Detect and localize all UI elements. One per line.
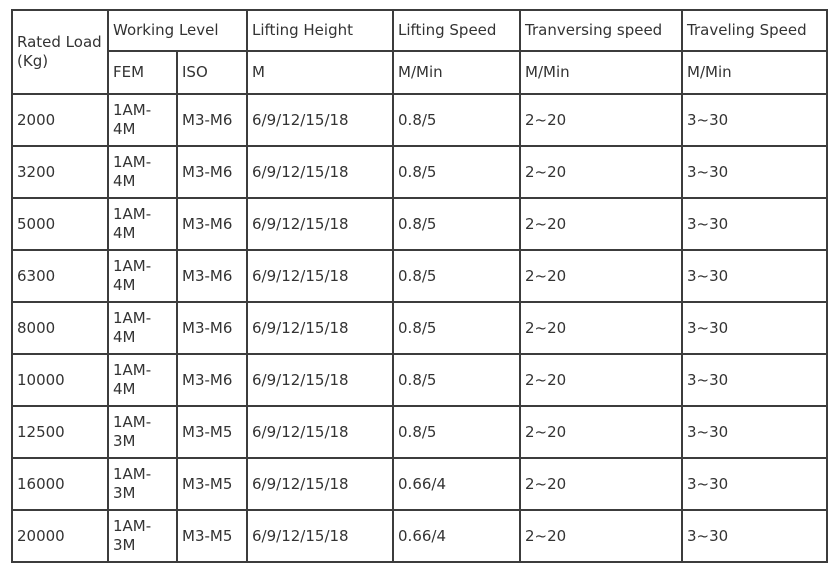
cell-lifting-speed: 0.66/4 [392,457,522,511]
cell-rated-load: 6300 [11,249,109,303]
header-traveling-speed: Traveling Speed [681,9,829,52]
cell-fem: 1AM-4M [107,249,178,303]
cell-lifting-height: 6/9/12/15/18 [246,457,395,511]
cell-tranversing-speed: 2~20 [519,145,684,199]
cell-tranversing-speed: 2~20 [519,93,684,147]
cell-lifting-speed: 0.8/5 [392,405,522,459]
cell-lifting-speed: 0.66/4 [392,509,522,563]
specs-table: Rated Load (Kg) Working Level Lifting He… [11,9,829,563]
cell-tranversing-speed: 2~20 [519,405,684,459]
cell-iso: M3-M6 [175,249,249,303]
cell-iso: M3-M5 [175,405,249,459]
table-row: 2000 1AM-4M M3-M6 6/9/12/15/18 0.8/5 2~20 3~30 [11,93,829,147]
cell-lifting-height: 6/9/12/15/18 [246,145,395,199]
cell-fem: 1AM-3M [107,405,178,459]
cell-traveling-speed: 3~30 [681,353,829,407]
cell-lifting-height: 6/9/12/15/18 [246,249,395,303]
cell-fem: 1AM-4M [107,145,178,199]
header-lifting-height: Lifting Height [246,9,395,52]
cell-fem: 1AM-4M [107,353,178,407]
cell-traveling-speed: 3~30 [681,145,829,199]
header-lifting-speed-unit: M/Min [392,50,522,95]
cell-fem: 1AM-4M [107,197,178,251]
header-tranversing-speed-unit: M/Min [519,50,684,95]
header-rated-load: Rated Load (Kg) [11,9,109,95]
cell-fem: 1AM-3M [107,457,178,511]
cell-rated-load: 20000 [11,509,109,563]
cell-fem: 1AM-3M [107,509,178,563]
cell-fem: 1AM-4M [107,301,178,355]
cell-traveling-speed: 3~30 [681,509,829,563]
table-row: 6300 1AM-4M M3-M6 6/9/12/15/18 0.8/5 2~20 3~30 [11,249,829,303]
cell-rated-load: 10000 [11,353,109,407]
cell-traveling-speed: 3~30 [681,197,829,251]
header-row-1: Rated Load (Kg) Working Level Lifting He… [11,9,829,95]
cell-lifting-height: 6/9/12/15/18 [246,301,395,355]
cell-iso: M3-M6 [175,353,249,407]
cell-lifting-speed: 0.8/5 [392,353,522,407]
table-row: 20000 1AM-3M M3-M5 6/9/12/15/18 0.66/4 2~20 3~… [11,509,829,563]
table-body: 2000 1AM-4M M3-M6 6/9/12/15/18 0.8/5 2~20 3~30… [11,93,829,563]
header-tranversing-speed: Tranversing speed [519,9,684,52]
table-row: 5000 1AM-4M M3-M6 6/9/12/15/18 0.8/5 2~20 3~30 [11,197,829,251]
cell-lifting-speed: 0.8/5 [392,301,522,355]
cell-lifting-height: 6/9/12/15/18 [246,509,395,563]
table-row: 3200 1AM-4M M3-M6 6/9/12/15/18 0.8/5 2~20 3~30 [11,145,829,199]
table-row: 16000 1AM-3M M3-M5 6/9/12/15/18 0.66/4 2~20 3~… [11,457,829,511]
cell-tranversing-speed: 2~20 [519,197,684,251]
cell-iso: M3-M6 [175,145,249,199]
header-lifting-height-unit: M [246,50,395,95]
table-header: Rated Load (Kg) Working Level Lifting He… [11,9,829,95]
header-row-2: FEM ISO M M/Min M/Min M/Min [12,50,829,95]
cell-lifting-speed: 0.8/5 [392,249,522,303]
table-row: 8000 1AM-4M M3-M6 6/9/12/15/18 0.8/5 2~20 3~30 [11,301,829,355]
cell-fem: 1AM-4M [107,93,178,147]
cell-traveling-speed: 3~30 [681,457,829,511]
cell-rated-load: 8000 [11,301,109,355]
cell-rated-load: 3200 [11,145,109,199]
cell-rated-load: 16000 [11,457,109,511]
cell-traveling-speed: 3~30 [681,93,829,147]
cell-tranversing-speed: 2~20 [519,249,684,303]
cell-tranversing-speed: 2~20 [519,509,684,563]
cell-lifting-height: 6/9/12/15/18 [246,353,395,407]
table-row: 10000 1AM-4M M3-M6 6/9/12/15/18 0.8/5 2~20 3~3… [11,353,829,407]
cell-rated-load: 12500 [11,405,109,459]
cell-traveling-speed: 3~30 [681,405,829,459]
cell-lifting-height: 6/9/12/15/18 [246,93,395,147]
header-iso: ISO [175,50,249,95]
cell-iso: M3-M6 [175,301,249,355]
cell-traveling-speed: 3~30 [681,301,829,355]
cell-rated-load: 2000 [11,93,109,147]
header-fem: FEM [107,50,178,95]
header-traveling-speed-unit: M/Min [681,50,829,95]
cell-lifting-height: 6/9/12/15/18 [246,197,395,251]
cell-lifting-speed: 0.8/5 [392,145,522,199]
header-working-level: Working Level [106,9,249,52]
header-lifting-speed: Lifting Speed [392,9,522,52]
cell-tranversing-speed: 2~20 [519,457,684,511]
cell-iso: M3-M5 [175,457,249,511]
cell-lifting-height: 6/9/12/15/18 [246,405,395,459]
cell-tranversing-speed: 2~20 [519,301,684,355]
cell-traveling-speed: 3~30 [681,249,829,303]
cell-rated-load: 5000 [11,197,109,251]
cell-iso: M3-M6 [175,197,249,251]
cell-tranversing-speed: 2~20 [519,353,684,407]
cell-iso: M3-M5 [175,509,249,563]
cell-lifting-speed: 0.8/5 [392,197,522,251]
cell-iso: M3-M6 [175,93,249,147]
table-row: 12500 1AM-3M M3-M5 6/9/12/15/18 0.8/5 2~20 3~3… [11,405,829,459]
cell-lifting-speed: 0.8/5 [392,93,522,147]
